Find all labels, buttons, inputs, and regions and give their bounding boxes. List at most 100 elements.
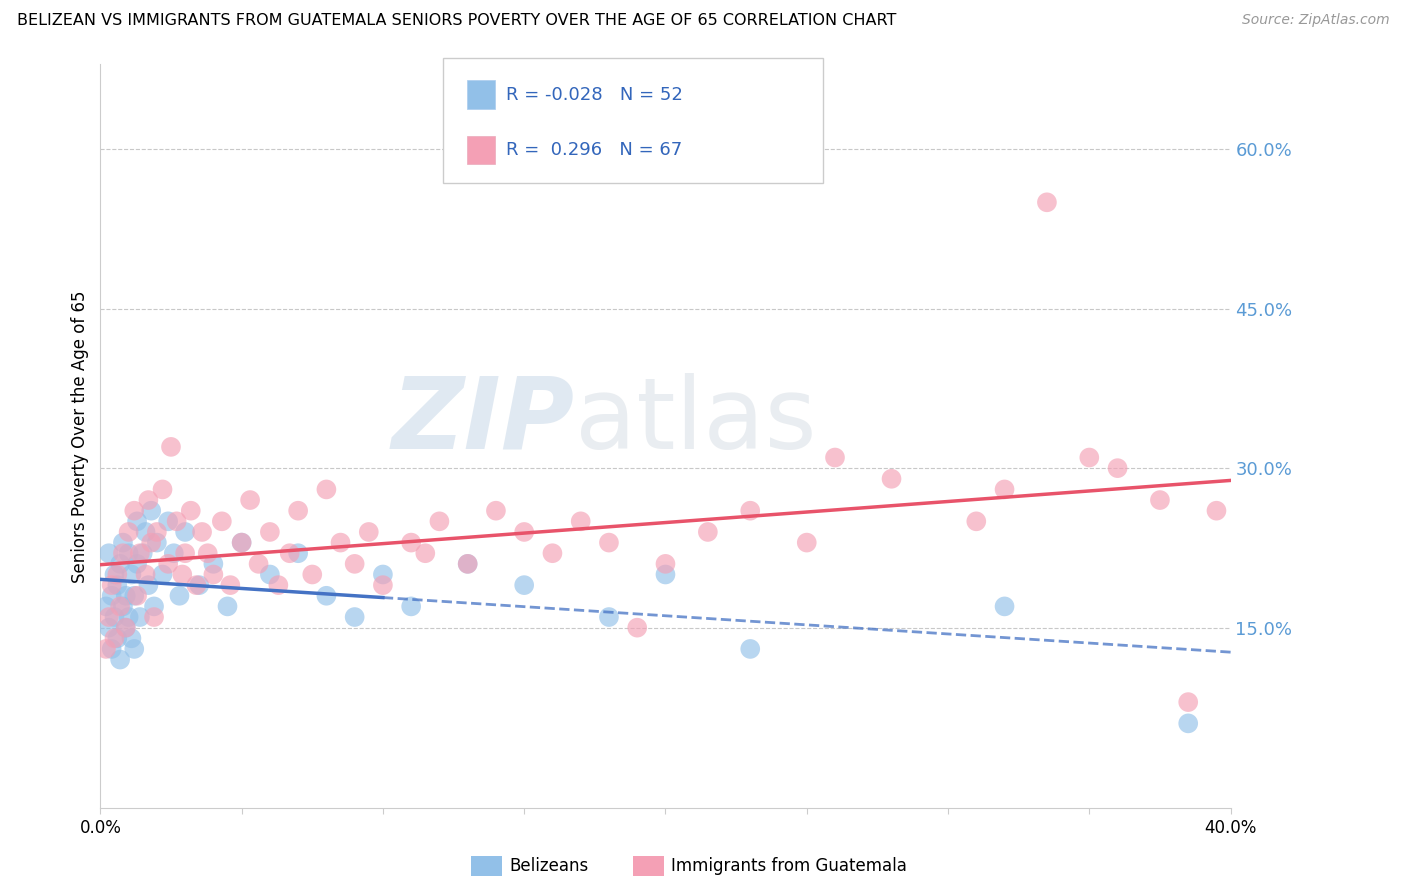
Point (138, 578, 160, 592)
Point (132, 546, 155, 560)
Point (186, 578, 208, 592)
Point (157, 557, 180, 571)
Point (188, 578, 211, 592)
Point (122, 642, 145, 657)
Point (152, 483, 174, 497)
Point (94, 642, 117, 657)
Point (371, 578, 394, 592)
Point (125, 514, 148, 528)
Point (993, 599, 1015, 614)
Point (143, 610, 166, 624)
Point (287, 504, 309, 518)
Point (122, 589, 145, 603)
Point (146, 524, 169, 539)
Point (796, 535, 818, 549)
Point (202, 567, 225, 582)
Point (97, 621, 120, 635)
Point (100, 578, 122, 592)
Text: BELIZEAN VS IMMIGRANTS FROM GUATEMALA SENIORS POVERTY OVER THE AGE OF 65 CORRELA: BELIZEAN VS IMMIGRANTS FROM GUATEMALA SE… (17, 13, 896, 29)
Point (247, 557, 270, 571)
Point (357, 524, 380, 539)
Point (143, 599, 166, 614)
Point (598, 535, 620, 549)
Point (740, 504, 762, 518)
Point (197, 546, 219, 560)
Point (965, 514, 987, 528)
Point (108, 599, 131, 614)
Point (157, 514, 180, 528)
Point (94, 599, 117, 614)
Point (231, 535, 253, 549)
Point (169, 589, 191, 603)
Point (259, 567, 281, 582)
Point (343, 557, 366, 571)
Point (301, 567, 323, 582)
Point (97, 546, 120, 560)
Point (160, 440, 183, 454)
Text: Immigrants from Guatemala: Immigrants from Guatemala (671, 857, 907, 875)
Point (111, 599, 134, 614)
Point (217, 599, 239, 614)
Point (202, 557, 225, 571)
Point (1149, 493, 1171, 508)
Point (163, 546, 186, 560)
Point (740, 642, 762, 657)
Point (485, 504, 508, 518)
Point (129, 610, 152, 624)
Text: R = -0.028   N = 52: R = -0.028 N = 52 (506, 86, 683, 103)
Point (429, 514, 451, 528)
Point (172, 567, 194, 582)
Point (105, 632, 128, 646)
Point (211, 514, 233, 528)
Point (1036, 195, 1059, 210)
Point (166, 514, 188, 528)
Point (315, 483, 337, 497)
Point (141, 504, 163, 518)
Point (103, 567, 125, 582)
Point (267, 578, 290, 592)
Point (1205, 504, 1227, 518)
Point (100, 642, 122, 657)
Point (141, 535, 163, 549)
Point (513, 578, 536, 592)
Point (191, 524, 214, 539)
Point (287, 546, 309, 560)
Point (105, 567, 128, 582)
Point (120, 632, 142, 646)
Point (135, 567, 157, 582)
Point (219, 578, 242, 592)
Point (696, 524, 718, 539)
Point (880, 472, 903, 486)
Point (117, 546, 139, 560)
Point (108, 652, 131, 666)
Point (343, 610, 366, 624)
Point (108, 557, 131, 571)
Point (315, 589, 337, 603)
Point (598, 610, 620, 624)
Point (371, 567, 394, 582)
Point (399, 599, 422, 614)
Point (103, 610, 125, 624)
Point (259, 524, 281, 539)
Point (541, 546, 564, 560)
Point (1177, 716, 1199, 731)
Point (135, 524, 157, 539)
Point (174, 524, 197, 539)
Point (174, 546, 197, 560)
Point (138, 493, 160, 508)
Point (125, 557, 148, 571)
Point (231, 535, 253, 549)
Point (114, 621, 136, 635)
Text: ZIP: ZIP (392, 373, 575, 470)
Point (180, 504, 202, 518)
Point (97, 610, 120, 624)
Text: Belizeans: Belizeans (509, 857, 588, 875)
Text: R =  0.296   N = 67: R = 0.296 N = 67 (506, 141, 682, 159)
Point (413, 546, 436, 560)
Point (117, 524, 139, 539)
Point (329, 535, 352, 549)
Point (111, 546, 134, 560)
Point (105, 578, 128, 592)
Point (654, 567, 676, 582)
Point (278, 546, 301, 560)
